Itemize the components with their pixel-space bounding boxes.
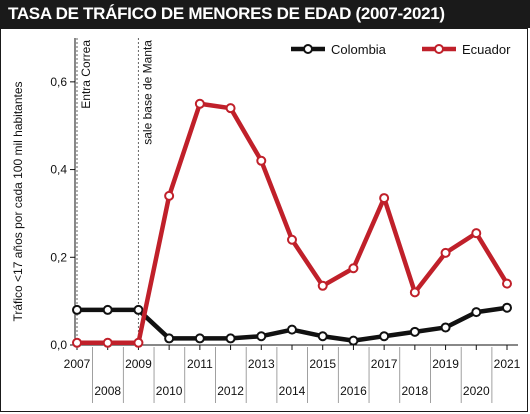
x-tick-label: 2009: [125, 357, 152, 371]
x-tick-label: 2018: [402, 384, 429, 398]
data-point-colombia: [471, 307, 482, 318]
chart-title: TASA DE TRÁFICO DE MENORES DE EDAD (2007…: [8, 4, 445, 23]
x-tick-label: 2019: [432, 357, 459, 371]
data-point-ecuador: [102, 337, 113, 348]
x-tick-label: 2014: [279, 384, 306, 398]
x-tick-label: 2008: [94, 384, 121, 398]
data-point-ecuador: [471, 228, 482, 239]
data-point-colombia: [256, 331, 267, 342]
x-tick-label: 2010: [156, 384, 183, 398]
data-point-ecuador: [225, 103, 236, 114]
data-point-colombia: [502, 302, 512, 313]
annotation-label: Entra Correa: [79, 40, 93, 109]
y-axis-label: Tráfico <17 años por cada 100 mil habita…: [11, 81, 25, 321]
data-point-ecuador: [72, 337, 82, 348]
data-point-colombia: [194, 333, 205, 344]
data-point-colombia: [409, 326, 420, 337]
chart-frame: [0, 28, 528, 412]
legend-marker-ecuador: [434, 44, 444, 54]
data-point-ecuador: [348, 263, 359, 274]
data-point-colombia: [379, 331, 390, 342]
data-point-ecuador: [502, 278, 512, 289]
x-tick-label: 2013: [248, 357, 275, 371]
x-tick-label: 2011: [187, 357, 213, 371]
legend-label-colombia: Colombia: [331, 42, 387, 57]
x-tick-label: 2012: [217, 384, 244, 398]
x-tick-label: 2015: [309, 357, 336, 371]
data-point-colombia: [225, 333, 236, 344]
data-point-ecuador: [194, 98, 205, 109]
data-point-colombia: [72, 304, 82, 315]
x-tick-label: 2016: [340, 384, 367, 398]
data-point-colombia: [287, 324, 297, 335]
data-point-ecuador: [256, 155, 267, 166]
data-point-ecuador: [379, 193, 390, 204]
y-tick-label: 0,6: [50, 75, 67, 89]
data-point-colombia: [164, 333, 175, 344]
legend-marker-colombia: [303, 44, 313, 54]
x-tick-label: 2017: [371, 357, 398, 371]
data-point-ecuador: [409, 287, 420, 298]
data-point-ecuador: [133, 337, 144, 348]
data-point-colombia: [133, 304, 144, 315]
x-tick-label: 2020: [463, 384, 490, 398]
x-tick-label: 2007: [64, 357, 91, 371]
data-point-colombia: [102, 304, 113, 315]
y-tick-label: 0,0: [50, 338, 67, 352]
data-point-colombia: [317, 331, 328, 342]
data-point-ecuador: [164, 190, 175, 201]
data-point-colombia: [440, 322, 451, 333]
x-tick-label: 2021: [494, 357, 521, 371]
y-tick-label: 0,4: [50, 163, 67, 177]
data-point-ecuador: [287, 234, 297, 245]
y-tick-label: 0,2: [50, 250, 67, 264]
legend-label-ecuador: Ecuador: [462, 42, 511, 57]
data-point-ecuador: [440, 247, 451, 258]
title-bar: TASA DE TRÁFICO DE MENORES DE EDAD (2007…: [0, 0, 530, 28]
data-point-ecuador: [317, 280, 328, 291]
annotation-label: sale base de Manta: [140, 40, 154, 145]
data-point-colombia: [348, 335, 359, 346]
